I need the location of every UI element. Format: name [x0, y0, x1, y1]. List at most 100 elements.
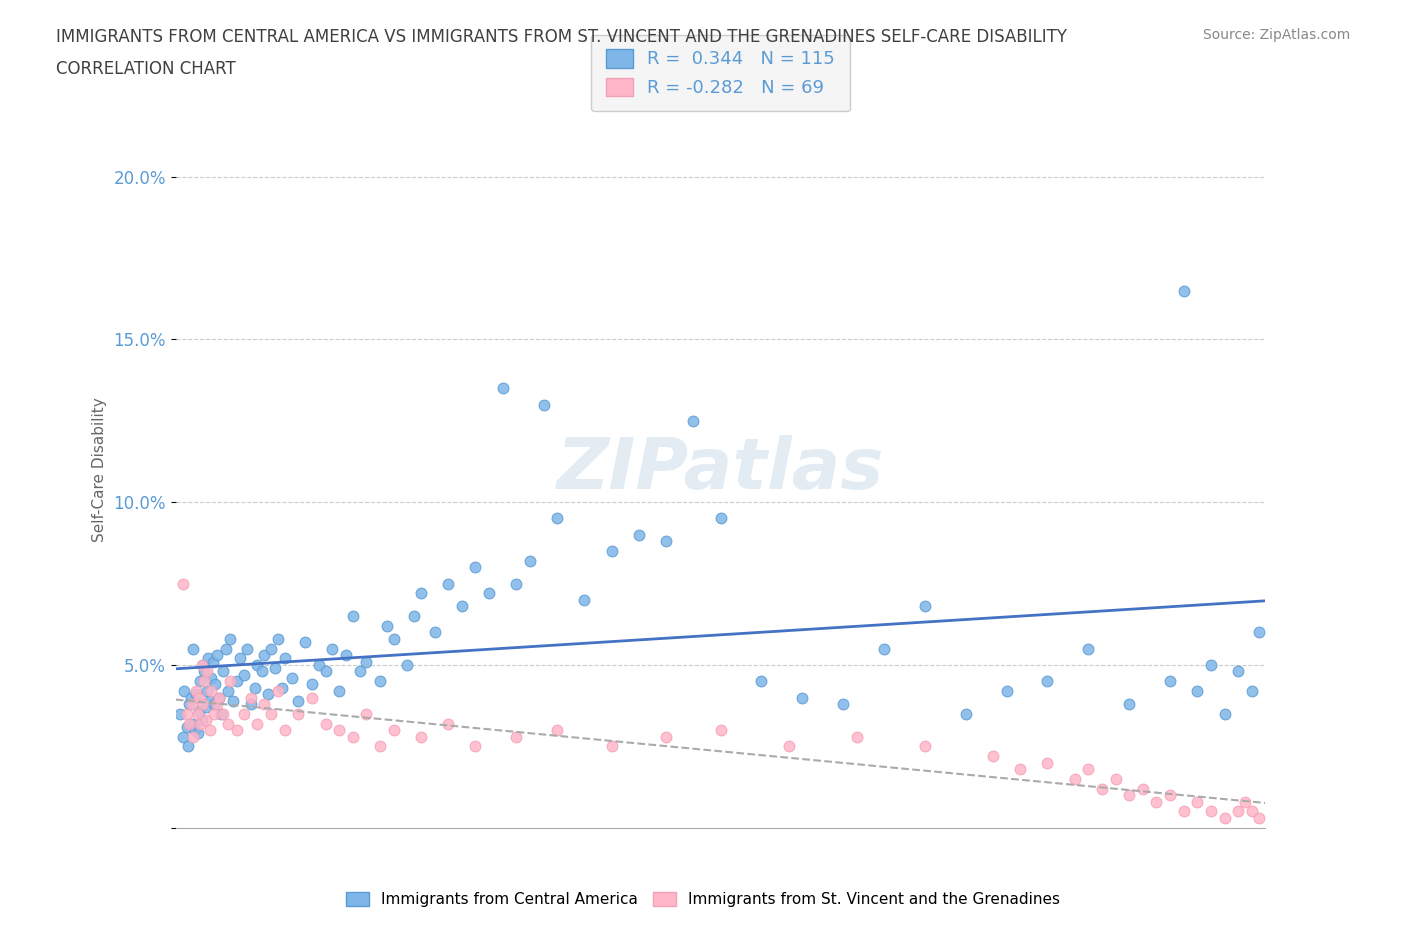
Point: [574, 592, 596, 607]
Point: [186, 726, 209, 741]
Point: [1010, 762, 1032, 777]
Point: [533, 397, 555, 412]
Point: [349, 664, 371, 679]
Point: [222, 694, 245, 709]
Point: [1247, 625, 1270, 640]
Point: [995, 684, 1018, 698]
Point: [914, 738, 936, 753]
Point: [264, 660, 287, 675]
Point: [187, 703, 209, 718]
Point: [208, 690, 231, 705]
Point: [195, 684, 218, 698]
Point: [1036, 673, 1059, 688]
Point: [301, 677, 323, 692]
Point: [1187, 684, 1209, 698]
Point: [194, 713, 217, 728]
Point: [655, 729, 678, 744]
Point: [217, 716, 239, 731]
Point: [1063, 772, 1085, 787]
Point: [1199, 804, 1222, 819]
Point: [546, 723, 568, 737]
Point: [183, 729, 205, 744]
Point: [409, 586, 432, 601]
Point: [194, 700, 217, 715]
Point: [437, 577, 460, 591]
Text: CORRELATION CHART: CORRELATION CHART: [56, 60, 236, 78]
Point: [1199, 658, 1222, 672]
Point: [1118, 697, 1140, 711]
Point: [190, 713, 212, 728]
Point: [1159, 788, 1181, 803]
Point: [1077, 642, 1099, 657]
Text: ZIPatlas: ZIPatlas: [557, 435, 884, 504]
Point: [181, 697, 204, 711]
Point: [179, 697, 201, 711]
Point: [423, 625, 446, 640]
Point: [778, 738, 800, 753]
Point: [243, 681, 266, 696]
Point: [1077, 762, 1099, 777]
Point: [478, 586, 501, 601]
Point: [191, 697, 214, 711]
Point: [197, 651, 219, 666]
Point: [191, 658, 214, 672]
Point: [294, 634, 316, 649]
Point: [356, 655, 378, 670]
Point: [253, 697, 276, 711]
Point: [1118, 788, 1140, 803]
Point: [280, 671, 302, 685]
Point: [409, 729, 432, 744]
Point: [505, 577, 527, 591]
Point: [271, 681, 294, 696]
Point: [193, 673, 215, 688]
Point: [1240, 804, 1263, 819]
Point: [183, 642, 205, 657]
Point: [955, 707, 977, 722]
Point: [232, 668, 254, 683]
Point: [301, 690, 323, 705]
Point: [315, 664, 337, 679]
Point: [464, 560, 486, 575]
Point: [368, 673, 391, 688]
Point: [492, 381, 515, 396]
Point: [235, 642, 257, 657]
Point: [375, 618, 398, 633]
Point: [655, 534, 678, 549]
Point: [287, 694, 309, 709]
Point: [368, 738, 391, 753]
Point: [396, 658, 419, 672]
Point: [1247, 811, 1270, 826]
Point: [627, 527, 650, 542]
Point: [437, 716, 460, 731]
Point: [226, 723, 249, 737]
Point: [239, 690, 262, 705]
Point: [1227, 664, 1250, 679]
Point: [267, 684, 290, 698]
Point: [600, 738, 623, 753]
Point: [1173, 804, 1195, 819]
Point: [187, 690, 209, 705]
Point: [198, 723, 221, 737]
Point: [250, 664, 273, 679]
Point: [260, 707, 283, 722]
Point: [404, 609, 426, 624]
Point: [186, 684, 208, 698]
Text: Source: ZipAtlas.com: Source: ZipAtlas.com: [1202, 28, 1350, 42]
Point: [873, 642, 896, 657]
Point: [173, 684, 195, 698]
Point: [209, 707, 232, 722]
Y-axis label: Self-Care Disability: Self-Care Disability: [91, 397, 107, 542]
Point: [1104, 772, 1126, 787]
Point: [208, 690, 231, 705]
Point: [1091, 781, 1114, 796]
Point: [193, 664, 215, 679]
Point: [1240, 684, 1263, 698]
Point: [172, 729, 194, 744]
Point: [226, 673, 249, 688]
Point: [257, 686, 280, 702]
Point: [200, 671, 222, 685]
Point: [546, 512, 568, 526]
Point: [328, 723, 350, 737]
Point: [1146, 794, 1168, 809]
Point: [179, 716, 201, 731]
